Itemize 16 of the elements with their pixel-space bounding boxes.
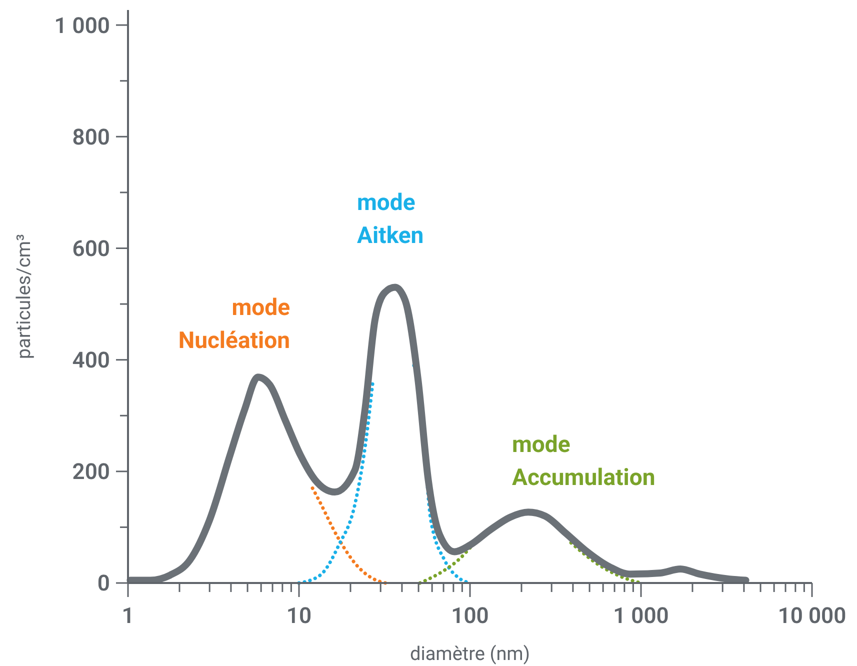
x-tick-label: 10 000: [778, 604, 846, 629]
x-axis-title: diamètre (nm): [410, 642, 530, 665]
y-axis-title: particules/cm³: [12, 234, 35, 360]
y-tick-label: 800: [72, 125, 110, 150]
y-tick-label: 200: [72, 460, 110, 486]
annotation: mode Accumulation: [512, 431, 656, 491]
y-tick-label: 400: [72, 348, 110, 374]
x-tick-label: 100: [451, 604, 489, 629]
x-tick-label: 1: [122, 604, 134, 629]
annotation: mode Nucléation: [178, 294, 290, 354]
y-tick-label: 0: [97, 572, 110, 597]
x-tick-label: 10: [286, 604, 312, 629]
annotation: mode Aitken: [357, 189, 424, 249]
y-tick-label: 1 000: [54, 14, 110, 39]
y-tick-label: 600: [72, 236, 110, 262]
x-tick-label: 1 000: [613, 604, 669, 629]
